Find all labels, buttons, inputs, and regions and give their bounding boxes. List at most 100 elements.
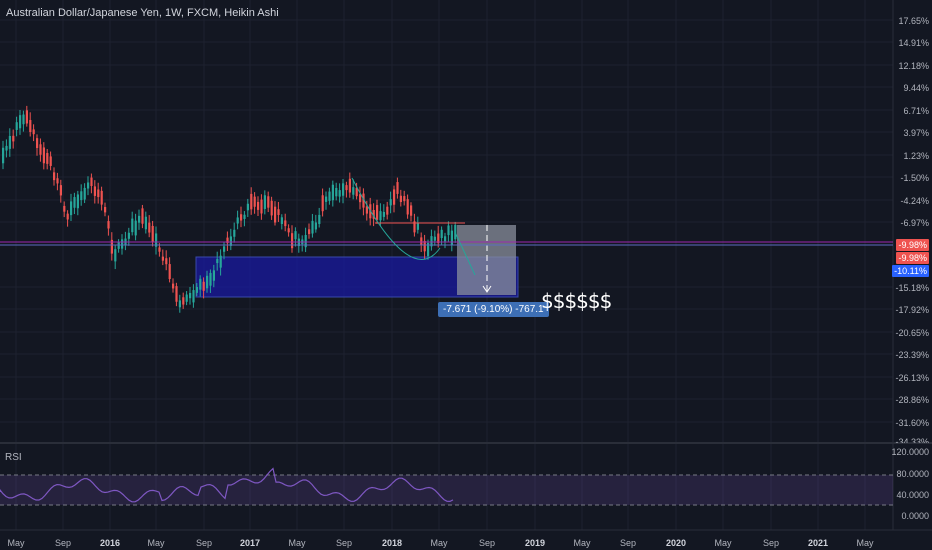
rsi-line (0, 467, 454, 503)
candle-body (423, 240, 426, 252)
candle-body (83, 187, 86, 200)
candle-body (8, 135, 11, 149)
candle-body (253, 196, 256, 207)
candle-body (447, 225, 450, 236)
candle-body (318, 214, 321, 224)
candle-body (161, 256, 164, 261)
candle-body (277, 209, 280, 215)
candle-body (53, 172, 56, 181)
candle-body (87, 182, 90, 189)
candle-body (212, 270, 215, 281)
time-axis-label: Sep (335, 538, 353, 548)
time-axis-label: Sep (478, 538, 496, 548)
candle-body (236, 217, 239, 224)
candle-body (97, 189, 100, 198)
candle-body (345, 185, 348, 191)
candle-body (229, 236, 232, 246)
candle-body (376, 205, 379, 220)
time-axis-label: May (714, 538, 732, 548)
candle-body (131, 218, 134, 233)
candle-body (73, 197, 76, 208)
candle-body (90, 177, 93, 187)
price-axis-label: -20.65% (895, 328, 929, 338)
price-axis-label: 17.65% (898, 16, 929, 26)
measure-tool-label[interactable]: -7.671 (-9.10%) -767.1 (438, 302, 549, 317)
candle-body (240, 214, 243, 221)
price-axis-label: 14.91% (898, 38, 929, 48)
candle-body (219, 255, 222, 268)
candle-body (396, 182, 399, 194)
candle-body (121, 239, 124, 249)
candle-body (195, 286, 198, 293)
candle-body (22, 114, 25, 125)
candle-body (141, 208, 144, 224)
candle-body (199, 278, 202, 290)
candle-body (189, 292, 192, 299)
candle-body (382, 211, 385, 217)
candle-body (267, 196, 270, 208)
candle-body (63, 205, 66, 212)
candle-body (250, 193, 253, 210)
candle-body (172, 283, 175, 289)
candle-body (430, 236, 433, 247)
candle-body (56, 178, 59, 184)
candle-body (42, 147, 45, 164)
candle-body (308, 229, 311, 235)
candle-body (440, 229, 443, 239)
time-axis-label: May (7, 538, 25, 548)
price-axis-label: -28.86% (895, 395, 929, 405)
rsi-axis-label: 40.0000 (896, 490, 929, 500)
candle-body (379, 211, 382, 221)
time-axis-label: May (573, 538, 591, 548)
candle-body (352, 187, 355, 195)
rsi-indicator-label[interactable]: RSI (5, 452, 22, 463)
candle-body (427, 242, 430, 257)
price-axis-label: 1.23% (903, 151, 929, 161)
candle-body (76, 194, 79, 209)
candle-body (29, 120, 32, 132)
candle-body (410, 205, 413, 216)
candle-body (32, 129, 35, 135)
price-axis-label: 3.97% (903, 128, 929, 138)
candle-body (270, 200, 273, 216)
price-axis-label: -1.50% (900, 173, 929, 183)
candle-body (192, 290, 195, 303)
time-axis-label: May (430, 538, 448, 548)
candle-body (2, 147, 5, 164)
price-axis-label: 12.18% (898, 61, 929, 71)
candle-body (287, 228, 290, 233)
candle-body (66, 213, 69, 220)
candle-body (12, 135, 15, 142)
candle-body (393, 189, 396, 205)
candle-body (291, 233, 294, 249)
current-price-tag: -9.98% (896, 239, 929, 251)
forecast-arrow-icon (482, 285, 492, 293)
rsi-band (0, 475, 893, 505)
candle-body (321, 195, 324, 212)
candle-body (386, 206, 389, 215)
time-axis-label: 2019 (524, 538, 546, 548)
candle-body (389, 199, 392, 206)
candle-body (36, 138, 39, 149)
candle-body (168, 264, 171, 280)
candle-body (107, 221, 110, 229)
projection-line (454, 231, 476, 276)
candle-body (209, 272, 212, 286)
level-tag: -10.11% (892, 265, 929, 277)
candle-body (144, 216, 147, 230)
candle-body (403, 196, 406, 202)
rsi-axis-label: 0.0000 (901, 511, 929, 521)
rsi-axis-label: 80.0000 (896, 469, 929, 479)
candle-body (117, 242, 120, 249)
time-axis-label: May (288, 538, 306, 548)
candle-body (19, 115, 22, 129)
candle-body (93, 186, 96, 196)
candle-body (175, 286, 178, 302)
time-axis-label: 2018 (381, 538, 403, 548)
dollars-text-annotation[interactable]: $$$$$$ (541, 289, 612, 313)
candle-body (226, 237, 229, 244)
candle-body (433, 236, 436, 241)
candle-body (314, 222, 317, 230)
candle-body (413, 221, 416, 233)
